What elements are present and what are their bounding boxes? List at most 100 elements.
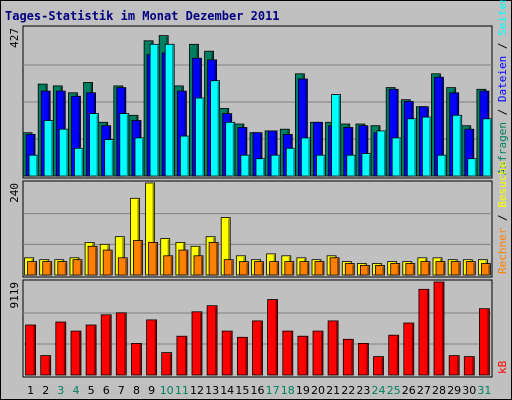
bar-shadow — [33, 326, 36, 375]
x-tick-label: 24 — [372, 384, 386, 397]
bar-rechner-23 — [359, 264, 370, 276]
bar-shadow — [368, 154, 371, 176]
bar-shadow — [260, 133, 262, 176]
bar-shadow — [365, 126, 368, 176]
series-seiten — [28, 43, 493, 177]
bar-shadow — [397, 264, 400, 275]
bar-rechner-26 — [405, 263, 416, 276]
bar-shadow — [142, 138, 144, 176]
series-kb — [25, 281, 490, 376]
x-tick-label: 14 — [220, 384, 234, 397]
bar-rechner-8 — [133, 240, 143, 276]
bar-shadow — [442, 283, 444, 375]
x-tick-label: 27 — [417, 384, 431, 397]
bar-shadow — [48, 356, 51, 375]
bar-shadow — [78, 97, 80, 176]
bar-shadow — [230, 332, 232, 375]
bar-shadow — [152, 184, 155, 275]
bar-rechner-13 — [208, 241, 219, 276]
bar-seiten-14 — [225, 121, 236, 177]
x-tick-label: 5 — [88, 384, 95, 397]
bar-shadow — [49, 262, 52, 275]
bar-shadow — [184, 337, 187, 375]
bar-seiten-2 — [43, 120, 54, 177]
bar-shadow — [140, 241, 142, 275]
bar-seiten-12 — [195, 97, 205, 177]
bar-rechner-25 — [390, 263, 401, 276]
bar-shadow — [109, 315, 111, 375]
bar-shadow — [396, 90, 398, 176]
bar-shadow — [457, 356, 459, 375]
panel-2: 240 Rechner / Besuche — [8, 161, 509, 278]
bar-shadow — [261, 262, 263, 275]
bar-kb-23 — [357, 342, 369, 376]
legend-separator: / — [496, 36, 509, 56]
bar-kb-2 — [40, 355, 52, 376]
bar-kb-20 — [312, 330, 324, 376]
bar-seiten-17 — [270, 154, 281, 177]
x-tick-label: 11 — [175, 384, 189, 397]
x-tick-label: 8 — [133, 384, 140, 397]
bar-shadow — [414, 119, 416, 176]
bar-shadow — [172, 45, 174, 176]
bar-kb-13 — [206, 305, 218, 376]
x-tick-label: 17 — [266, 384, 280, 397]
legend-item-dateien: Dateien — [496, 56, 509, 102]
panel-3: 9119 kB — [8, 279, 509, 378]
bar-shadow — [231, 260, 233, 275]
bar-seiten-21 — [331, 94, 342, 177]
bar-shadow — [216, 243, 218, 275]
bar-shadow — [263, 159, 265, 176]
bar-rechner-18 — [284, 261, 295, 276]
bar-rechner-4 — [72, 259, 83, 276]
legend-panel-2: Rechner / Besuche — [496, 161, 509, 274]
bar-rechner-9 — [148, 241, 159, 276]
bar-shadow — [202, 99, 204, 176]
legend-item-seiten: Seiten — [496, 0, 509, 36]
bar-kb-1 — [25, 324, 37, 376]
bar-seiten-22 — [346, 154, 357, 177]
bar-seiten-25 — [391, 137, 402, 177]
bar-shadow — [215, 306, 217, 375]
bar-shadow — [441, 78, 443, 176]
bar-seiten-26 — [406, 118, 417, 177]
bar-shadow — [187, 137, 189, 176]
bar-shadow — [320, 123, 322, 176]
legend-panel-1: Anfragen / Dateien / Seiten — [496, 0, 509, 175]
bar-shadow — [305, 337, 308, 375]
bar-seiten-29 — [452, 114, 463, 177]
x-tick-label: 22 — [341, 384, 355, 397]
bar-shadow — [157, 45, 159, 176]
bar-kb-7 — [115, 312, 127, 376]
bar-shadow — [124, 313, 126, 375]
bar-shadow — [170, 256, 173, 275]
bar-shadow — [291, 262, 294, 275]
bar-shadow — [471, 130, 474, 176]
bar-kb-31 — [478, 308, 490, 376]
bar-seiten-7 — [119, 113, 130, 177]
bar-shadow — [34, 262, 37, 275]
bar-seiten-10 — [164, 43, 175, 177]
bar-rechner-16 — [254, 261, 264, 276]
bar-seiten-24 — [376, 130, 387, 177]
bar-kb-28 — [433, 281, 445, 376]
y-max-label: 427 — [8, 28, 21, 48]
bar-shadow — [217, 81, 220, 176]
bar-shadow — [169, 353, 172, 375]
bar-rechner-14 — [223, 259, 234, 276]
bar-shadow — [155, 243, 158, 275]
bar-shadow — [306, 262, 309, 275]
bar-kb-22 — [342, 338, 354, 376]
x-tick-label: 1 — [27, 384, 34, 397]
x-tick-label: 6 — [103, 384, 110, 397]
bar-kb-21 — [327, 320, 339, 376]
bar-shadow — [200, 312, 202, 375]
bar-kb-30 — [463, 356, 475, 376]
x-tick-label: 12 — [190, 384, 204, 397]
x-tick-label: 31 — [477, 384, 491, 397]
bar-shadow — [245, 338, 247, 375]
x-tick-label: 4 — [73, 384, 80, 397]
bar-seiten-13 — [210, 80, 221, 177]
bar-rechner-1 — [27, 261, 38, 276]
